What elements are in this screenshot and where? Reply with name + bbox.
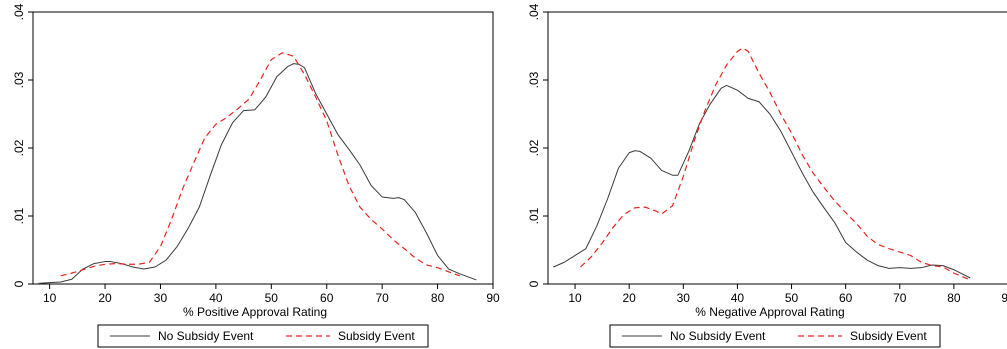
y-tick-label: .02 (527, 139, 541, 156)
series-line-subsidy (60, 52, 460, 277)
y-tick-label: .04 (527, 3, 541, 20)
x-tick-label: 50 (785, 291, 799, 305)
series-line-no-subsidy (38, 63, 477, 284)
x-tick-label: 40 (209, 291, 223, 305)
x-tick-label: 20 (622, 291, 636, 305)
legend-label-subsidy: Subsidy Event (850, 329, 927, 343)
y-tick-label: .01 (12, 207, 26, 224)
x-tick-label: 60 (320, 291, 334, 305)
x-tick-label: 70 (375, 291, 389, 305)
y-tick-label: .03 (12, 71, 26, 88)
series-line-no-subsidy (553, 84, 971, 279)
x-tick-label: 60 (839, 291, 853, 305)
x-tick-label: 20 (98, 291, 112, 305)
y-tick-label: .04 (12, 3, 26, 20)
x-tick-label: 40 (731, 291, 745, 305)
legend-box (609, 324, 941, 348)
y-tick-label: 0 (12, 280, 26, 287)
x-axis-title: % Negative Approval Rating (695, 305, 844, 319)
y-tick-label: .03 (527, 71, 541, 88)
x-tick-label: 80 (431, 291, 445, 305)
plot-frame (547, 11, 1007, 285)
x-tick-label: 10 (43, 291, 57, 305)
legend-label-subsidy: Subsidy Event (338, 329, 415, 343)
x-tick-label: 70 (893, 291, 907, 305)
series-line-subsidy (580, 47, 971, 281)
x-tick-label: 90 (1001, 291, 1007, 305)
panel-1: 10 20 30 40 50 60 70 80 90 0 .01 .02 .03 .04 % Positiv… (12, 3, 500, 348)
y-tick-label: .02 (12, 139, 26, 156)
plot-frame (32, 11, 494, 285)
x-tick-label: 50 (265, 291, 279, 305)
y-tick-label: .01 (527, 207, 541, 224)
x-tick-label: 80 (947, 291, 961, 305)
legend-label-no-subsidy: No Subsidy Event (670, 329, 766, 343)
x-tick-label: 90 (486, 291, 500, 305)
panel-2: 10 20 30 40 50 60 70 80 90 0 .01 .02 .03 .04 % Negativ… (527, 3, 1007, 348)
legend-label-no-subsidy: No Subsidy Event (158, 329, 254, 343)
x-axis-title: % Positive Approval Rating (183, 305, 327, 319)
legend-box (97, 324, 429, 348)
y-tick-label: 0 (527, 280, 541, 287)
x-tick-label: 30 (677, 291, 691, 305)
x-tick-label: 10 (568, 291, 582, 305)
x-tick-label: 30 (154, 291, 168, 305)
